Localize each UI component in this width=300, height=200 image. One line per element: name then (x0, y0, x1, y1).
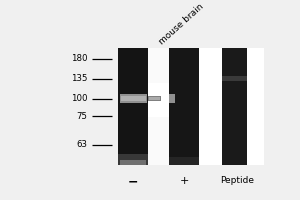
Bar (118, 48, 148, 165)
Bar (169, 48, 199, 165)
Bar (148, 83, 169, 117)
Text: 63: 63 (76, 140, 88, 149)
Bar (121, 96, 146, 101)
Bar (148, 96, 161, 101)
Text: Peptide: Peptide (220, 176, 254, 185)
Bar (222, 76, 247, 81)
Bar (118, 48, 264, 165)
Text: 100: 100 (71, 94, 88, 103)
Bar (222, 48, 247, 165)
Text: mouse brain: mouse brain (157, 2, 205, 46)
Text: −: − (128, 176, 138, 189)
Text: +: + (179, 176, 189, 186)
Bar (120, 94, 147, 103)
Bar (169, 157, 199, 165)
Bar (120, 160, 146, 165)
Text: 135: 135 (71, 74, 88, 83)
Bar (169, 94, 175, 103)
Bar (149, 97, 160, 100)
Bar (118, 154, 148, 165)
Bar (148, 48, 169, 165)
Text: 75: 75 (76, 112, 88, 121)
Text: 180: 180 (71, 54, 88, 63)
